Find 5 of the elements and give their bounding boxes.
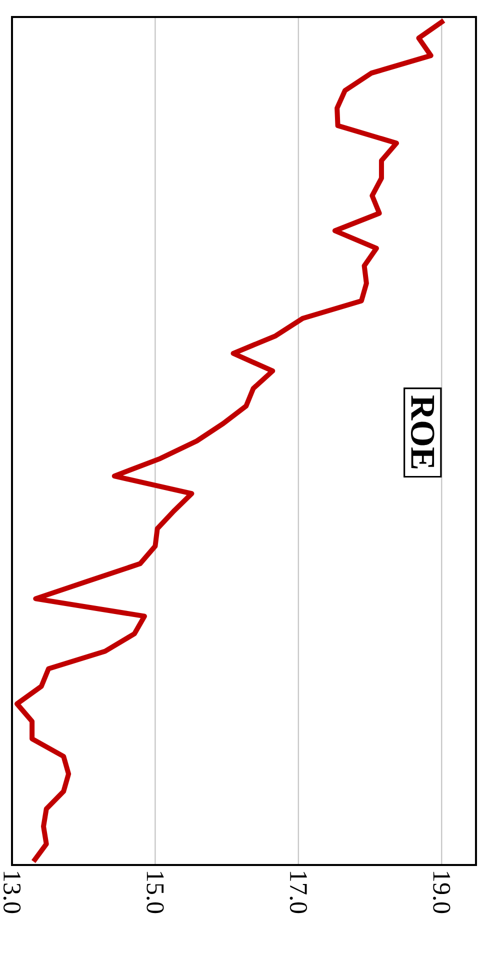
x-tick-label: 17.0: [290, 872, 308, 914]
x-tick-label: 19.0: [433, 872, 450, 914]
text: ROE: [410, 396, 434, 468]
x-tick-label: 15.0: [146, 872, 164, 914]
x-tick-label: 13.0: [3, 872, 21, 914]
